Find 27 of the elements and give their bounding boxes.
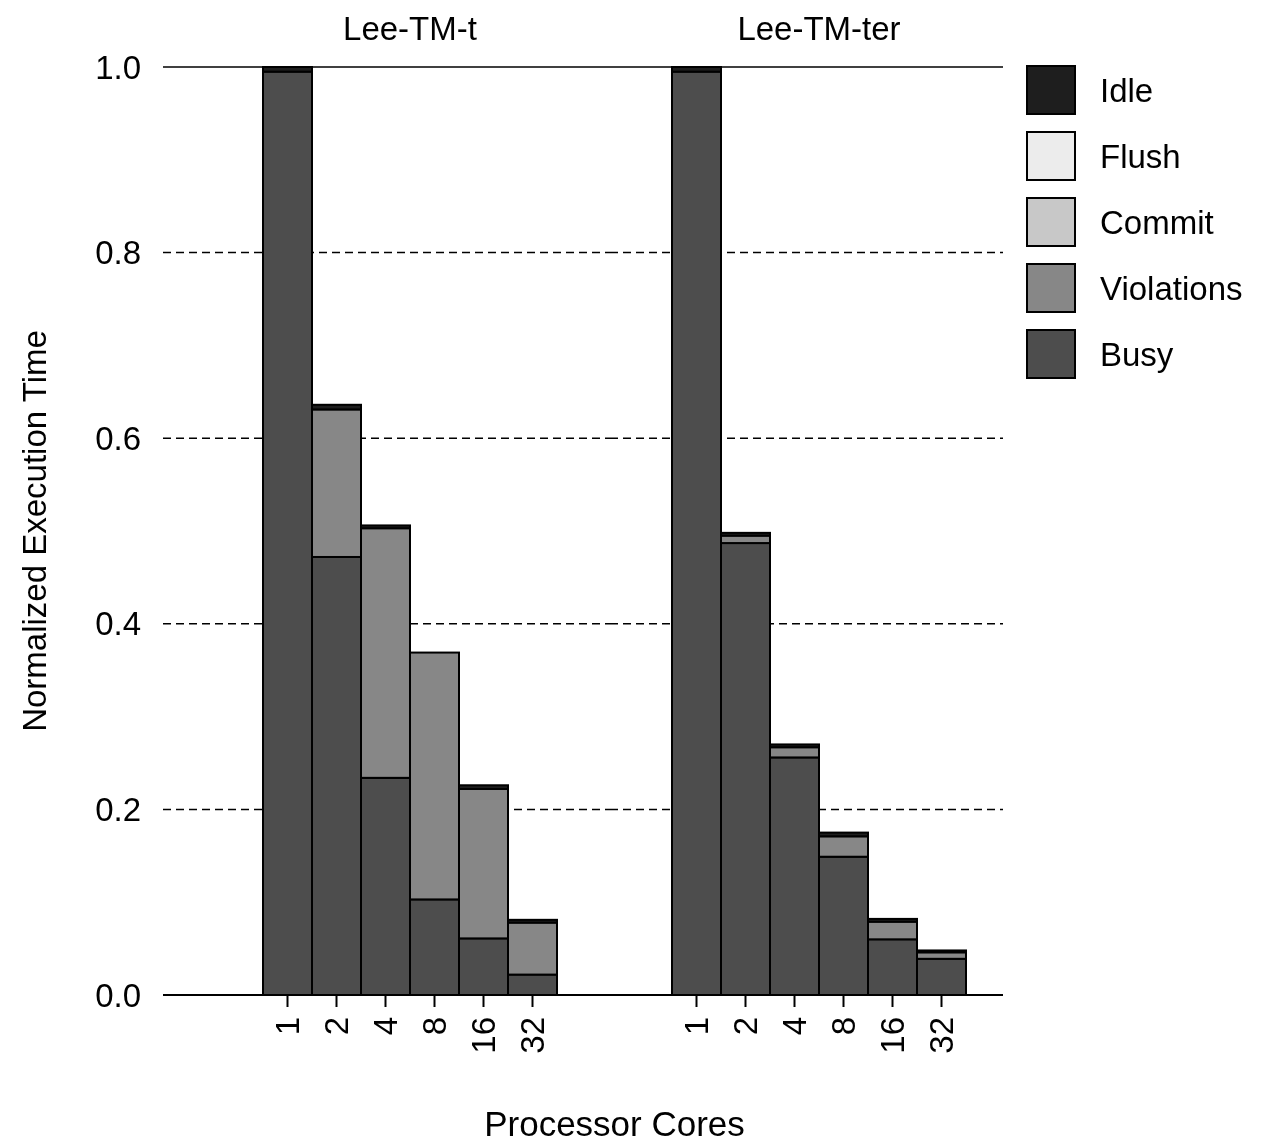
x-tick-label: 8: [416, 1017, 454, 1036]
legend-label: Violations: [1100, 269, 1243, 307]
y-tick-label: 0.0: [95, 976, 141, 1014]
y-tick-label: 0.2: [95, 790, 141, 828]
legend-label: Commit: [1100, 203, 1214, 241]
x-tick-label: 32: [923, 1017, 961, 1054]
legend-label: Busy: [1100, 335, 1174, 373]
y-tick-label: 0.6: [95, 419, 141, 457]
x-tick-label: 8: [825, 1017, 863, 1036]
chart-title: Lee-TM-t: [343, 10, 477, 47]
chart-title: Lee-TM-ter: [737, 10, 901, 47]
x-tick-label: 1: [678, 1017, 716, 1036]
x-tick-label: 4: [776, 1017, 814, 1036]
x-axis-title: Processor Cores: [484, 1104, 745, 1143]
y-tick-label: 0.4: [95, 605, 141, 643]
y-tick-label: 1.0: [95, 48, 141, 86]
legend-label: Flush: [1100, 137, 1181, 175]
x-tick-label: 4: [367, 1017, 405, 1036]
x-tick-label: 16: [874, 1017, 912, 1054]
legend-label: Idle: [1100, 71, 1154, 109]
y-axis-title: Normalized Execution Time: [16, 330, 53, 732]
x-tick-label: 1: [269, 1017, 307, 1036]
x-tick-label: 2: [318, 1017, 356, 1036]
y-tick-label: 0.8: [95, 234, 141, 272]
x-tick-label: 2: [727, 1017, 765, 1036]
x-tick-label: 16: [465, 1017, 503, 1054]
x-tick-label: 32: [514, 1017, 552, 1054]
